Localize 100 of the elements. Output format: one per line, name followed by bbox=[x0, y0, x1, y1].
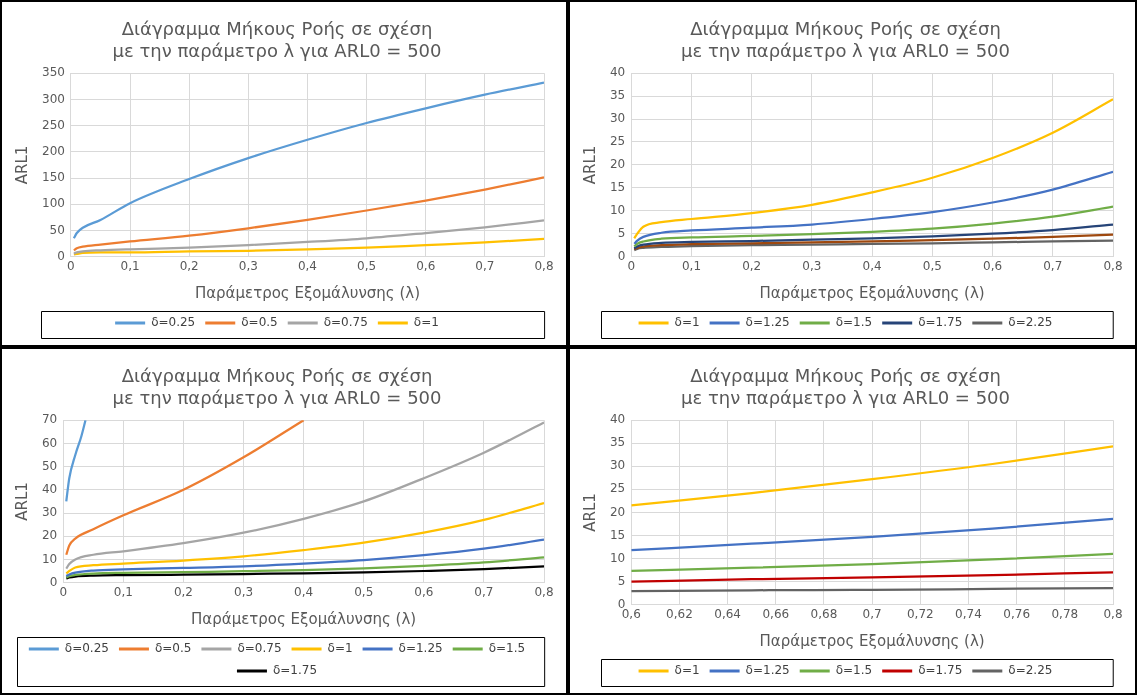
line-series bbox=[65, 538, 544, 578]
x-tick-label: 0,3 bbox=[238, 258, 258, 273]
x-tick-label: 0 bbox=[67, 258, 75, 273]
legend-label: δ=0.5 bbox=[154, 641, 192, 656]
legend-label: δ=1.75 bbox=[918, 663, 963, 678]
line-series bbox=[633, 239, 1113, 252]
y-tick-label: 30 bbox=[609, 111, 626, 126]
x-tick-label: 0,6 bbox=[414, 584, 434, 599]
x-tick-label: 0,8 bbox=[534, 258, 554, 273]
x-tick-label: 0,74 bbox=[955, 606, 982, 621]
line-series bbox=[633, 98, 1113, 240]
legend-label: δ=1.75 bbox=[272, 663, 318, 678]
y-tick-label: 40 bbox=[609, 412, 626, 427]
legend-label: δ=1 bbox=[674, 663, 700, 678]
line-series bbox=[633, 170, 1113, 245]
x-tick-label: 0,62 bbox=[666, 606, 693, 621]
x-tick-label: 0,2 bbox=[179, 258, 199, 273]
x-tick-label: 0,1 bbox=[113, 584, 133, 599]
x-tick-label: 0,68 bbox=[810, 606, 838, 621]
x-tick-label: 0 bbox=[627, 258, 636, 273]
y-tick-label: 0 bbox=[617, 248, 626, 263]
y-tick-label: 350 bbox=[42, 65, 65, 80]
x-axis-title: Παράμετρος Εξομάλυνσης (λ) bbox=[191, 609, 417, 628]
x-tick-label: 0,7 bbox=[474, 584, 494, 599]
y-tick-label: 40 bbox=[41, 481, 58, 496]
y-axis-title: ARL1 bbox=[12, 482, 31, 521]
line-series bbox=[631, 552, 1113, 573]
y-tick-label: 50 bbox=[41, 458, 58, 473]
y-tick-label: 10 bbox=[609, 202, 626, 217]
line-series bbox=[65, 420, 305, 556]
line-series bbox=[65, 501, 544, 575]
y-tick-label: 300 bbox=[42, 91, 65, 106]
x-tick-label: 0,7 bbox=[1043, 258, 1063, 273]
y-tick-label: 15 bbox=[609, 179, 626, 194]
line-series bbox=[631, 571, 1113, 583]
line-series bbox=[633, 233, 1113, 251]
y-tick-label: 25 bbox=[609, 134, 626, 149]
legend-label: δ=1 bbox=[674, 315, 700, 330]
y-tick-label: 70 bbox=[41, 412, 58, 427]
x-tick-label: 0,4 bbox=[862, 258, 882, 273]
x-tick-label: 0,1 bbox=[120, 258, 140, 273]
legend-label: δ=2.25 bbox=[1008, 315, 1053, 330]
line-series bbox=[72, 81, 544, 240]
line-series bbox=[65, 420, 87, 503]
x-tick-label: 0,2 bbox=[742, 258, 762, 273]
x-tick-label: 0,5 bbox=[354, 584, 374, 599]
x-tick-label: 0,78 bbox=[1051, 606, 1079, 621]
y-tick-label: 40 bbox=[609, 65, 626, 80]
x-tick-label: 0,4 bbox=[294, 584, 314, 599]
legend-label: δ=1 bbox=[327, 641, 353, 656]
line-series bbox=[633, 223, 1113, 250]
y-tick-label: 20 bbox=[41, 528, 58, 543]
legend-label: δ=1.25 bbox=[745, 315, 790, 330]
y-tick-label: 30 bbox=[41, 505, 58, 520]
y-axis-title: ARL1 bbox=[580, 145, 599, 185]
line-series bbox=[65, 565, 544, 580]
legend-label: δ=1.5 bbox=[835, 315, 873, 330]
line-series bbox=[72, 176, 544, 252]
x-tick-label: 0,66 bbox=[762, 606, 790, 621]
x-tick-label: 0,6 bbox=[621, 606, 641, 621]
legend-label: δ=1.25 bbox=[398, 641, 443, 656]
y-tick-label: 10 bbox=[609, 550, 626, 565]
y-tick-label: 10 bbox=[41, 551, 58, 566]
line-series bbox=[631, 445, 1113, 507]
x-tick-label: 0,8 bbox=[1103, 606, 1123, 621]
x-tick-label: 0,7 bbox=[862, 606, 882, 621]
legend-label: δ=1.5 bbox=[835, 663, 873, 678]
legend-label: δ=0.25 bbox=[151, 315, 196, 330]
x-axis-title: Παράμετρος Εξομάλυνσης (λ) bbox=[194, 283, 420, 302]
legend-label: δ=0.25 bbox=[64, 641, 109, 656]
x-axis-title: Παράμετρος Εξομάλυνσης (λ) bbox=[759, 283, 985, 302]
line-series bbox=[631, 517, 1113, 552]
x-tick-label: 0,6 bbox=[416, 258, 436, 273]
y-tick-label: 200 bbox=[42, 143, 65, 158]
y-tick-label: 250 bbox=[42, 117, 65, 132]
legend-label: δ=0.75 bbox=[237, 641, 282, 656]
x-tick-label: 0,3 bbox=[802, 258, 822, 273]
x-tick-label: 0,64 bbox=[714, 606, 741, 621]
legend-label: δ=1.5 bbox=[488, 641, 526, 656]
chart-title: Διάγραμμα Μήκους Ροής σε σχέση με την παράμετρο λ για ARL0 = 500 bbox=[681, 365, 1010, 409]
x-tick-label: 0,8 bbox=[1103, 258, 1123, 273]
line-series bbox=[65, 556, 544, 579]
y-tick-label: 20 bbox=[609, 504, 626, 519]
y-tick-label: 0 bbox=[49, 574, 58, 589]
y-tick-label: 35 bbox=[609, 88, 626, 103]
y-axis-title: ARL1 bbox=[12, 145, 31, 185]
x-axis-title: Παράμετρος Εξομάλυνσης (λ) bbox=[759, 631, 985, 650]
y-tick-label: 5 bbox=[617, 225, 626, 240]
chart-title: Διάγραμμα Μήκους Ροής σε σχέση με την παράμετρο λ για ARL0 = 500 bbox=[681, 18, 1010, 62]
y-tick-label: 150 bbox=[42, 170, 65, 185]
y-tick-label: 5 bbox=[617, 573, 626, 588]
x-tick-label: 0,5 bbox=[922, 258, 942, 273]
y-tick-label: 30 bbox=[609, 458, 626, 473]
legend-label: δ=1.75 bbox=[918, 315, 963, 330]
chart-title: Διάγραμμα Μήκους Ροής σε σχέση με την παράμετρο λ για ARL0 = 500 bbox=[112, 365, 442, 409]
line-series bbox=[633, 205, 1113, 248]
x-tick-label: 0,6 bbox=[983, 258, 1003, 273]
legend-label: δ=1.25 bbox=[745, 663, 790, 678]
x-tick-label: 0,4 bbox=[297, 258, 317, 273]
y-tick-label: 100 bbox=[42, 196, 65, 211]
